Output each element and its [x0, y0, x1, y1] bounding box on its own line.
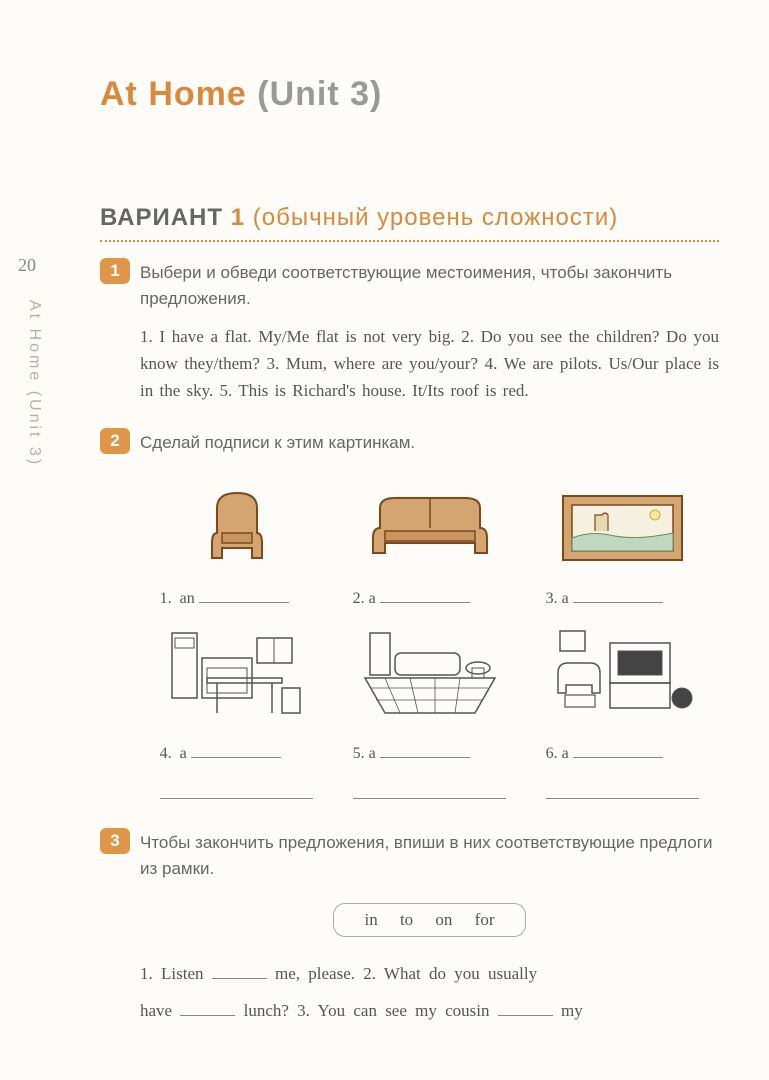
variant-heading: ВАРИАНТ 1 (обычный уровень сложности) [100, 204, 719, 232]
long-blank-4[interactable] [160, 781, 314, 799]
caption-6: 6. a [536, 744, 710, 763]
task-3-text: 1. Listen me, please. 2. What do you usu… [140, 955, 719, 1030]
blank-2[interactable] [380, 589, 470, 603]
fill-blank-1[interactable] [212, 967, 267, 979]
caption-1: 1. an [150, 589, 324, 608]
pic-cell-1 [150, 473, 324, 571]
caption-5: 5. a [343, 744, 517, 763]
caption-2: 2. a [343, 589, 517, 608]
title-main: At Home [100, 75, 247, 113]
task-2: 2 Сделай подписи к этим картинкам. [100, 430, 719, 806]
long-blanks-row [140, 771, 719, 805]
pic-cell-6 [536, 628, 710, 726]
sofa-icon [365, 493, 495, 563]
picture-frame-icon [560, 493, 685, 563]
blank-5[interactable] [380, 744, 470, 758]
task-1-text: 1. I have a flat. My/Me flat is not very… [140, 323, 719, 405]
task-2-instruction: Сделай подписи к этим картинкам. [140, 430, 719, 456]
pictures-row-1 [140, 473, 719, 571]
variant-number: 1 [231, 204, 245, 231]
page-content: At Home (Unit 3) ВАРИАНТ 1 (обычный уров… [0, 0, 769, 1030]
pictures-row-2 [140, 628, 719, 726]
blank-4[interactable] [191, 744, 281, 758]
task-1: 1 Выбери и обведи соответствующие местои… [100, 260, 719, 405]
caption-3: 3. a [536, 589, 710, 608]
task-1-instruction: Выбери и обведи соответствующие местоиме… [140, 260, 719, 311]
preposition-box: in to on for [333, 903, 525, 937]
pic-cell-2 [343, 473, 517, 571]
captions-row-1: 1. an 2. a 3. a [140, 589, 719, 608]
blank-6[interactable] [573, 744, 663, 758]
blank-1[interactable] [199, 589, 289, 603]
pic-cell-5 [343, 628, 517, 726]
living-room-icon [550, 623, 695, 718]
side-tab: At Home (Unit 3) [25, 300, 43, 467]
task-badge-1: 1 [100, 258, 130, 284]
task-3: 3 Чтобы закончить предложения, впиши в н… [100, 830, 719, 1030]
pic-cell-4 [150, 628, 324, 726]
caption-4: 4. a [150, 744, 324, 763]
long-blank-5[interactable] [353, 781, 507, 799]
blank-3[interactable] [573, 589, 663, 603]
long-blank-6[interactable] [546, 781, 700, 799]
armchair-icon [202, 488, 272, 563]
page-number: 20 [18, 255, 36, 276]
task-badge-2: 2 [100, 428, 130, 454]
bathroom-icon [360, 623, 500, 718]
captions-row-2: 4. a 5. a 6. a [140, 744, 719, 763]
unit-title: At Home (Unit 3) [100, 75, 719, 114]
kitchen-icon [167, 623, 307, 718]
fill-blank-2[interactable] [180, 1004, 235, 1016]
task-badge-3: 3 [100, 828, 130, 854]
fill-blank-3[interactable] [498, 1004, 553, 1016]
dotted-divider [100, 240, 719, 242]
task-3-instruction: Чтобы закончить предложения, впиши в них… [140, 830, 719, 881]
variant-subtitle: (обычный уровень сложности) [253, 204, 619, 231]
pic-cell-3 [536, 473, 710, 571]
variant-label: ВАРИАНТ [100, 204, 223, 231]
title-unit: (Unit 3) [257, 75, 382, 113]
